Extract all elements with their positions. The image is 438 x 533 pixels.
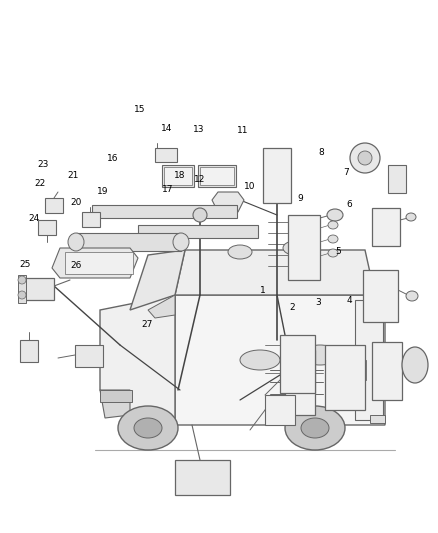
Ellipse shape (327, 209, 343, 221)
Bar (45, 198, 63, 213)
Ellipse shape (402, 347, 428, 383)
Text: 5: 5 (336, 247, 341, 256)
Ellipse shape (285, 406, 345, 450)
Text: 25: 25 (19, 260, 30, 269)
Bar (372, 208, 400, 246)
Bar (288, 215, 320, 280)
Bar (100, 390, 132, 402)
Bar (82, 212, 100, 227)
Polygon shape (100, 390, 130, 418)
Bar (408, 355, 416, 375)
Bar (20, 340, 38, 362)
Bar (263, 148, 291, 203)
Ellipse shape (283, 241, 307, 255)
Bar (38, 220, 56, 235)
Bar (200, 167, 234, 185)
Text: 24: 24 (28, 214, 39, 223)
Bar (162, 165, 194, 187)
Bar (355, 300, 383, 420)
Text: 2: 2 (290, 303, 296, 312)
Bar (164, 167, 192, 185)
Bar (175, 460, 230, 495)
Ellipse shape (173, 233, 189, 251)
Text: 4: 4 (347, 296, 353, 305)
Text: 21: 21 (67, 171, 79, 180)
Text: 12: 12 (194, 175, 205, 184)
Bar (285, 350, 315, 415)
Ellipse shape (134, 418, 162, 438)
Ellipse shape (358, 151, 372, 165)
Text: 27: 27 (141, 320, 153, 329)
Text: 7: 7 (343, 167, 349, 176)
Ellipse shape (328, 249, 338, 257)
Text: 26: 26 (70, 261, 81, 270)
Text: 11: 11 (237, 126, 249, 135)
Text: 3: 3 (316, 298, 321, 308)
Polygon shape (148, 295, 175, 318)
Ellipse shape (68, 233, 84, 251)
Ellipse shape (18, 291, 26, 299)
Bar (355, 150, 363, 162)
Polygon shape (100, 295, 175, 425)
Text: 13: 13 (193, 125, 205, 134)
Bar (18, 275, 26, 303)
Ellipse shape (193, 208, 207, 222)
Text: 15: 15 (134, 104, 146, 114)
Text: 20: 20 (71, 198, 82, 207)
Bar (265, 395, 295, 425)
Text: 19: 19 (97, 187, 109, 196)
Bar (370, 415, 385, 423)
Ellipse shape (118, 406, 178, 450)
Text: 9: 9 (298, 194, 304, 203)
Text: 17: 17 (162, 185, 173, 195)
Ellipse shape (240, 350, 280, 370)
Bar (65, 252, 133, 274)
Text: 6: 6 (346, 200, 352, 209)
Bar (388, 165, 406, 193)
Bar (363, 270, 398, 322)
Text: 14: 14 (161, 124, 172, 133)
Text: 10: 10 (244, 182, 256, 191)
Bar (358, 360, 366, 380)
Bar (138, 225, 258, 238)
Ellipse shape (406, 291, 418, 301)
Bar (76, 233, 181, 251)
Text: 16: 16 (106, 155, 118, 164)
Ellipse shape (328, 221, 338, 229)
Bar (372, 342, 402, 400)
Polygon shape (175, 295, 385, 425)
Ellipse shape (406, 213, 416, 221)
Polygon shape (52, 248, 138, 278)
Polygon shape (212, 192, 244, 212)
Bar (75, 345, 103, 367)
Text: 22: 22 (34, 179, 46, 188)
Polygon shape (130, 250, 185, 310)
Text: 1: 1 (260, 286, 265, 295)
Bar (92, 205, 237, 218)
Bar (325, 345, 365, 410)
Polygon shape (175, 250, 375, 295)
Bar (198, 165, 236, 187)
Ellipse shape (18, 276, 26, 284)
Ellipse shape (301, 418, 329, 438)
Bar (280, 335, 315, 393)
Ellipse shape (328, 235, 338, 243)
Text: 18: 18 (174, 171, 186, 180)
Text: 23: 23 (37, 160, 49, 169)
Text: 8: 8 (319, 148, 325, 157)
Bar (155, 148, 177, 162)
Ellipse shape (350, 143, 380, 173)
Bar (22, 278, 54, 300)
Ellipse shape (228, 245, 252, 259)
Ellipse shape (300, 345, 340, 365)
